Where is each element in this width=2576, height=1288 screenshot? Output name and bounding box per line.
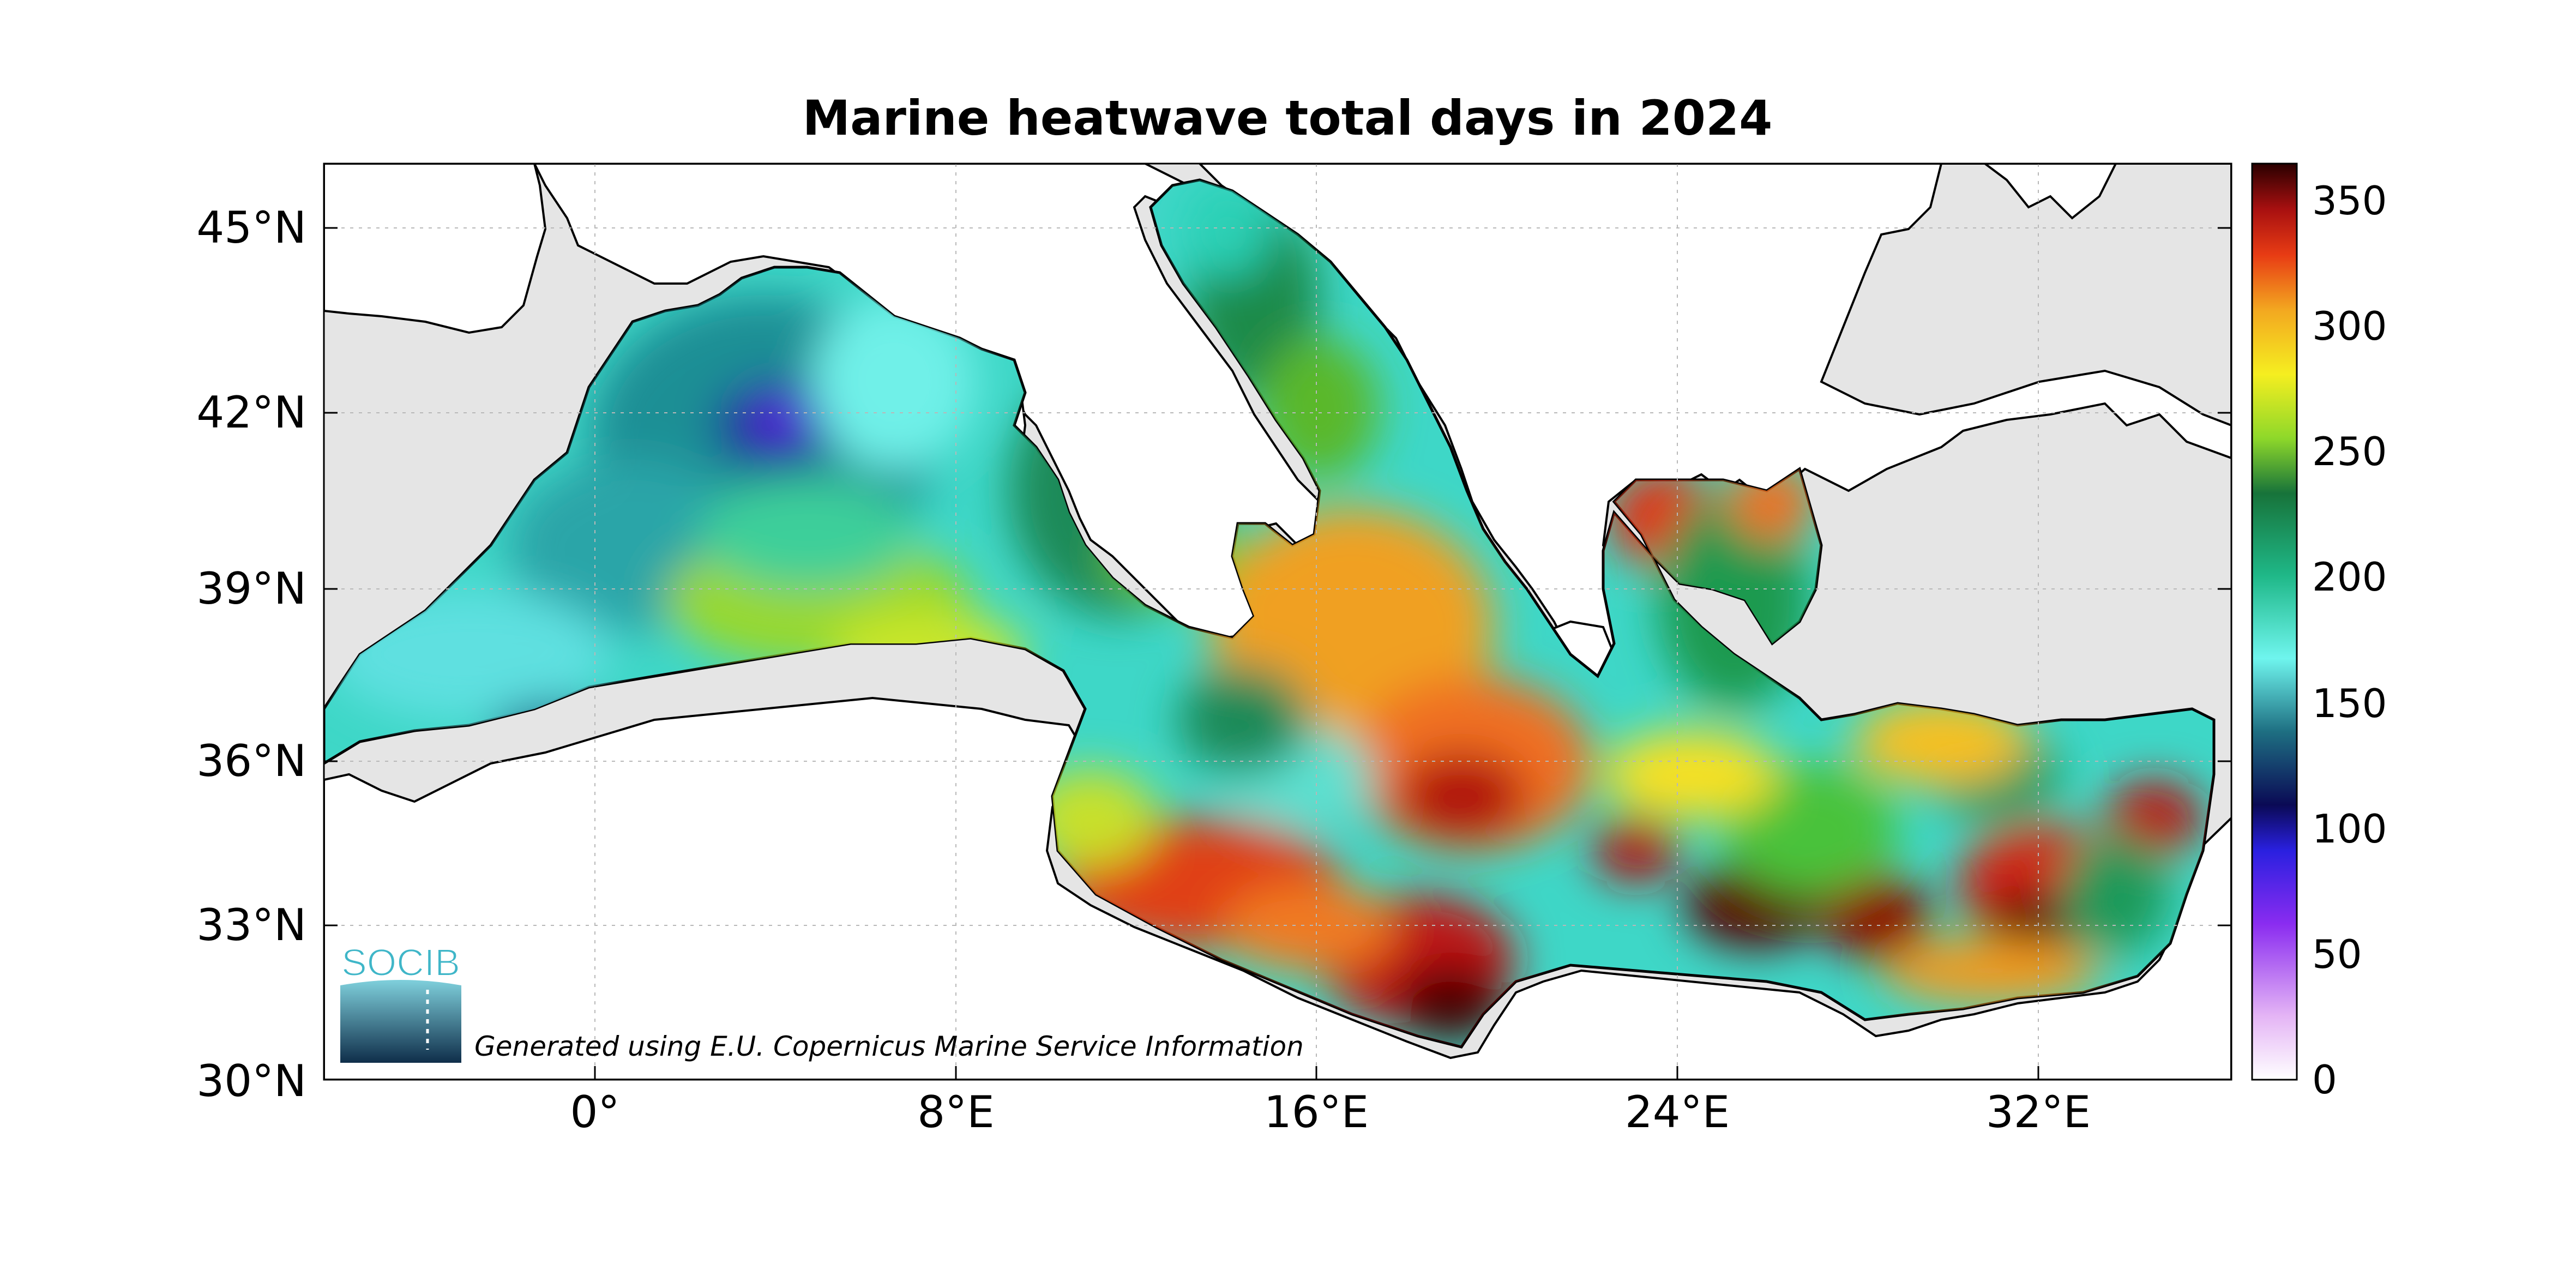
colorbar-tick-label: 0 [2312, 1057, 2337, 1103]
y-tick-label: 36°N [196, 736, 306, 786]
colorbar-tick-label: 200 [2312, 554, 2387, 600]
plot-frame [323, 162, 2232, 1081]
colorbar-tick-label: 300 [2312, 303, 2387, 349]
data-credit: Generated using E.U. Copernicus Marine S… [474, 1031, 1304, 1062]
grid-lines [324, 164, 2231, 1080]
map-title: Marine heatwave total days in 2024 [802, 90, 1773, 146]
colorbar-tick-label: 100 [2312, 806, 2387, 852]
logo-text: SOCIB [341, 941, 460, 984]
y-tick-label: 42°N [196, 387, 306, 438]
land-italy [533, 164, 1349, 656]
x-tick-label: 24°E [1624, 1087, 1730, 1137]
colorbar [2251, 162, 2298, 1081]
tick-marks [324, 227, 2231, 1080]
y-tick-label: 45°N [196, 202, 306, 253]
socib-logo: SOCIB [336, 941, 466, 1067]
land-black-sea-coast [1820, 164, 2231, 427]
y-tick-label: 33°N [196, 900, 306, 950]
y-tick-label: 30°N [196, 1056, 306, 1106]
colorbar-tick-label: 250 [2312, 429, 2387, 474]
x-tick-label: 16°E [1263, 1087, 1369, 1137]
land-iberia-france [324, 164, 547, 334]
x-tick-label: 0° [570, 1087, 620, 1137]
x-tick-label: 32°E [1985, 1087, 2091, 1137]
colorbar-tick-label: 150 [2312, 681, 2387, 726]
colorbar-tick-label: 350 [2312, 178, 2387, 224]
land-africa [324, 696, 2231, 1080]
y-tick-label: 39°N [196, 563, 306, 614]
x-tick-label: 8°E [917, 1087, 995, 1137]
colorbar-tick-label: 50 [2312, 931, 2362, 977]
